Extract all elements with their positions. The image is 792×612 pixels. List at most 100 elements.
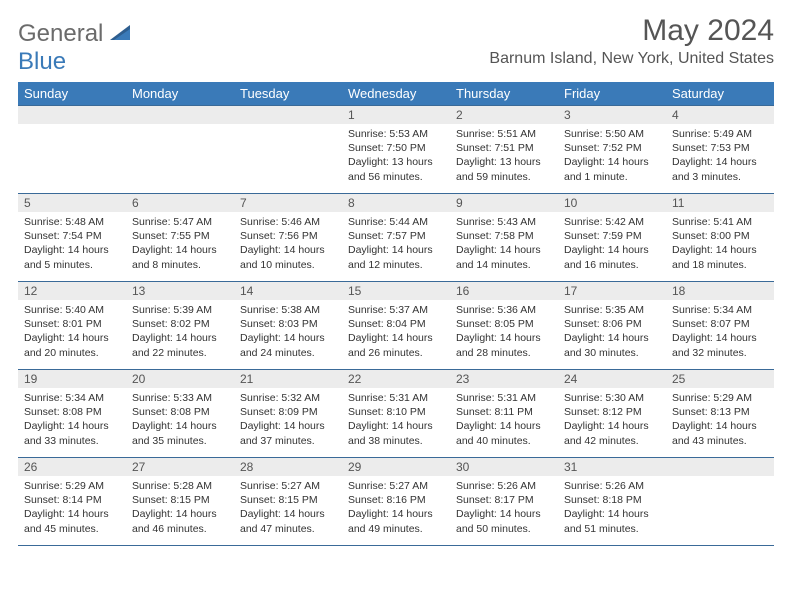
sunset-text: Sunset: 7:57 PM (348, 229, 444, 243)
daylight-text: Daylight: 14 hours and 38 minutes. (348, 419, 444, 447)
sunset-text: Sunset: 7:59 PM (564, 229, 660, 243)
day-details (666, 476, 774, 483)
calendar-day-cell: 21Sunrise: 5:32 AMSunset: 8:09 PMDayligh… (234, 370, 342, 458)
day-details: Sunrise: 5:29 AMSunset: 8:13 PMDaylight:… (666, 388, 774, 452)
daylight-text: Daylight: 14 hours and 51 minutes. (564, 507, 660, 535)
day-details: Sunrise: 5:49 AMSunset: 7:53 PMDaylight:… (666, 124, 774, 188)
daylight-text: Daylight: 14 hours and 24 minutes. (240, 331, 336, 359)
day-number: 1 (342, 106, 450, 124)
sunrise-text: Sunrise: 5:41 AM (672, 215, 768, 229)
sunrise-text: Sunrise: 5:36 AM (456, 303, 552, 317)
day-details: Sunrise: 5:48 AMSunset: 7:54 PMDaylight:… (18, 212, 126, 276)
day-number (666, 458, 774, 476)
day-details: Sunrise: 5:51 AMSunset: 7:51 PMDaylight:… (450, 124, 558, 188)
weekday-header: Friday (558, 82, 666, 106)
weekday-header: Sunday (18, 82, 126, 106)
header: General Blue May 2024 Barnum Island, New… (18, 14, 774, 76)
daylight-text: Daylight: 14 hours and 30 minutes. (564, 331, 660, 359)
day-details: Sunrise: 5:31 AMSunset: 8:11 PMDaylight:… (450, 388, 558, 452)
day-number: 2 (450, 106, 558, 124)
day-number: 11 (666, 194, 774, 212)
weekday-header-row: SundayMondayTuesdayWednesdayThursdayFrid… (18, 82, 774, 106)
day-details: Sunrise: 5:34 AMSunset: 8:07 PMDaylight:… (666, 300, 774, 364)
day-number: 26 (18, 458, 126, 476)
daylight-text: Daylight: 14 hours and 20 minutes. (24, 331, 120, 359)
day-details: Sunrise: 5:36 AMSunset: 8:05 PMDaylight:… (450, 300, 558, 364)
sunrise-text: Sunrise: 5:47 AM (132, 215, 228, 229)
day-number: 22 (342, 370, 450, 388)
sunrise-text: Sunrise: 5:38 AM (240, 303, 336, 317)
calendar-week-row: 12Sunrise: 5:40 AMSunset: 8:01 PMDayligh… (18, 282, 774, 370)
day-number: 18 (666, 282, 774, 300)
page-title: May 2024 (489, 14, 774, 48)
day-number: 13 (126, 282, 234, 300)
calendar-day-cell: 17Sunrise: 5:35 AMSunset: 8:06 PMDayligh… (558, 282, 666, 370)
calendar-day-cell: 5Sunrise: 5:48 AMSunset: 7:54 PMDaylight… (18, 194, 126, 282)
daylight-text: Daylight: 14 hours and 46 minutes. (132, 507, 228, 535)
sunrise-text: Sunrise: 5:27 AM (240, 479, 336, 493)
daylight-text: Daylight: 14 hours and 45 minutes. (24, 507, 120, 535)
calendar-day-cell: 18Sunrise: 5:34 AMSunset: 8:07 PMDayligh… (666, 282, 774, 370)
day-details: Sunrise: 5:32 AMSunset: 8:09 PMDaylight:… (234, 388, 342, 452)
sunset-text: Sunset: 8:10 PM (348, 405, 444, 419)
sunset-text: Sunset: 8:08 PM (24, 405, 120, 419)
daylight-text: Daylight: 14 hours and 28 minutes. (456, 331, 552, 359)
calendar-week-row: 5Sunrise: 5:48 AMSunset: 7:54 PMDaylight… (18, 194, 774, 282)
day-number: 4 (666, 106, 774, 124)
day-number: 28 (234, 458, 342, 476)
sunset-text: Sunset: 8:07 PM (672, 317, 768, 331)
sunset-text: Sunset: 7:55 PM (132, 229, 228, 243)
day-details: Sunrise: 5:37 AMSunset: 8:04 PMDaylight:… (342, 300, 450, 364)
calendar-day-cell: 12Sunrise: 5:40 AMSunset: 8:01 PMDayligh… (18, 282, 126, 370)
sunset-text: Sunset: 8:08 PM (132, 405, 228, 419)
daylight-text: Daylight: 14 hours and 50 minutes. (456, 507, 552, 535)
sail-icon (110, 20, 132, 48)
day-number: 12 (18, 282, 126, 300)
day-number: 9 (450, 194, 558, 212)
sunset-text: Sunset: 7:56 PM (240, 229, 336, 243)
calendar-day-cell: 27Sunrise: 5:28 AMSunset: 8:15 PMDayligh… (126, 458, 234, 546)
day-details (234, 124, 342, 131)
sunrise-text: Sunrise: 5:49 AM (672, 127, 768, 141)
sunset-text: Sunset: 8:15 PM (132, 493, 228, 507)
sunset-text: Sunset: 7:53 PM (672, 141, 768, 155)
sunset-text: Sunset: 8:00 PM (672, 229, 768, 243)
day-number: 30 (450, 458, 558, 476)
sunrise-text: Sunrise: 5:26 AM (564, 479, 660, 493)
day-details: Sunrise: 5:39 AMSunset: 8:02 PMDaylight:… (126, 300, 234, 364)
calendar-day-cell: 16Sunrise: 5:36 AMSunset: 8:05 PMDayligh… (450, 282, 558, 370)
calendar-week-row: 26Sunrise: 5:29 AMSunset: 8:14 PMDayligh… (18, 458, 774, 546)
daylight-text: Daylight: 14 hours and 43 minutes. (672, 419, 768, 447)
day-details: Sunrise: 5:26 AMSunset: 8:18 PMDaylight:… (558, 476, 666, 540)
day-details: Sunrise: 5:44 AMSunset: 7:57 PMDaylight:… (342, 212, 450, 276)
day-number: 6 (126, 194, 234, 212)
calendar-day-cell (18, 106, 126, 194)
day-number: 21 (234, 370, 342, 388)
calendar-day-cell: 19Sunrise: 5:34 AMSunset: 8:08 PMDayligh… (18, 370, 126, 458)
calendar-day-cell: 1Sunrise: 5:53 AMSunset: 7:50 PMDaylight… (342, 106, 450, 194)
day-details: Sunrise: 5:53 AMSunset: 7:50 PMDaylight:… (342, 124, 450, 188)
day-number: 17 (558, 282, 666, 300)
day-details: Sunrise: 5:27 AMSunset: 8:15 PMDaylight:… (234, 476, 342, 540)
day-details: Sunrise: 5:33 AMSunset: 8:08 PMDaylight:… (126, 388, 234, 452)
weekday-header: Wednesday (342, 82, 450, 106)
daylight-text: Daylight: 14 hours and 5 minutes. (24, 243, 120, 271)
location-subtitle: Barnum Island, New York, United States (489, 50, 774, 68)
day-details (18, 124, 126, 131)
day-details: Sunrise: 5:26 AMSunset: 8:17 PMDaylight:… (450, 476, 558, 540)
day-details: Sunrise: 5:29 AMSunset: 8:14 PMDaylight:… (18, 476, 126, 540)
calendar-day-cell: 2Sunrise: 5:51 AMSunset: 7:51 PMDaylight… (450, 106, 558, 194)
calendar-day-cell: 31Sunrise: 5:26 AMSunset: 8:18 PMDayligh… (558, 458, 666, 546)
sunrise-text: Sunrise: 5:32 AM (240, 391, 336, 405)
day-number (126, 106, 234, 124)
sunset-text: Sunset: 8:16 PM (348, 493, 444, 507)
day-details (126, 124, 234, 131)
sunrise-text: Sunrise: 5:29 AM (672, 391, 768, 405)
calendar-day-cell: 25Sunrise: 5:29 AMSunset: 8:13 PMDayligh… (666, 370, 774, 458)
calendar-day-cell: 6Sunrise: 5:47 AMSunset: 7:55 PMDaylight… (126, 194, 234, 282)
sunrise-text: Sunrise: 5:33 AM (132, 391, 228, 405)
sunrise-text: Sunrise: 5:34 AM (672, 303, 768, 317)
sunset-text: Sunset: 8:11 PM (456, 405, 552, 419)
sunrise-text: Sunrise: 5:26 AM (456, 479, 552, 493)
day-number: 20 (126, 370, 234, 388)
